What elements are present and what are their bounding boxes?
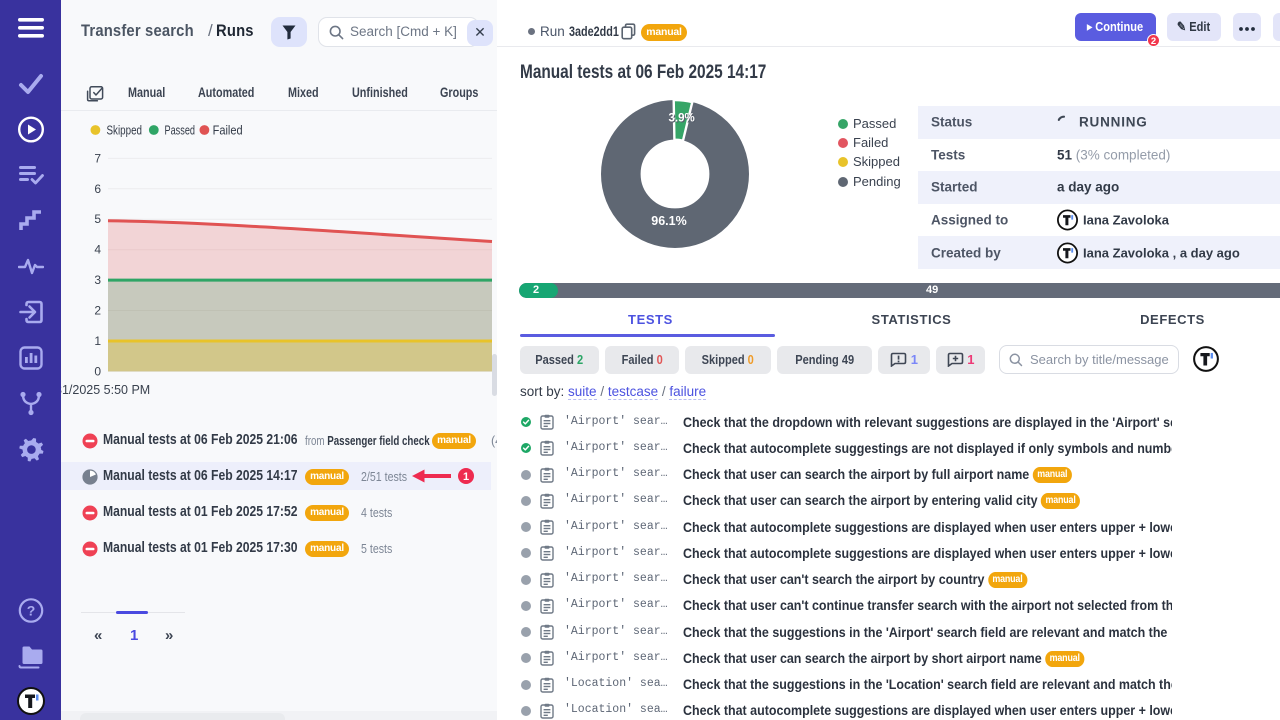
svg-text:6: 6	[94, 182, 101, 196]
svg-text:Passed: Passed	[165, 124, 196, 138]
svg-text:96.1%: 96.1%	[651, 214, 686, 228]
svg-text:?: ?	[26, 603, 35, 619]
svg-text:5: 5	[94, 212, 101, 226]
svg-text:7: 7	[94, 151, 101, 165]
svg-text:31/2025 5:50 PM: 31/2025 5:50 PM	[61, 383, 150, 397]
svg-text:1: 1	[94, 334, 101, 348]
svg-text:3.9%: 3.9%	[668, 113, 694, 125]
svg-text:Skipped: Skipped	[107, 124, 143, 138]
svg-text:3.9%: 3.9%	[669, 114, 695, 126]
svg-text:1: 1	[463, 471, 469, 483]
svg-text:3: 3	[94, 273, 101, 287]
svg-text:0: 0	[94, 364, 101, 378]
svg-text:Failed: Failed	[213, 124, 243, 138]
svg-text:2: 2	[94, 304, 101, 318]
svg-text:4: 4	[94, 243, 101, 257]
